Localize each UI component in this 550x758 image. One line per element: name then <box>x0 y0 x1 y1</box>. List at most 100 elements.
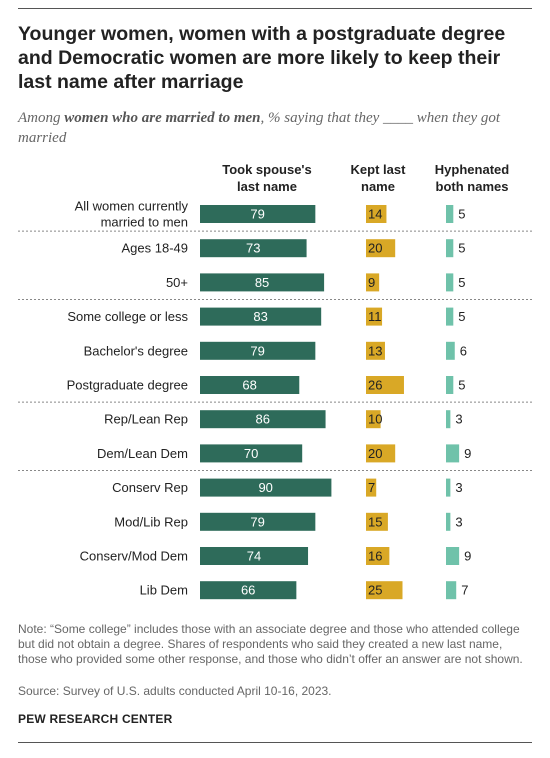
bottom-rule <box>18 742 532 743</box>
column-header-kept-line2: name <box>361 179 395 194</box>
data-label-kept: 26 <box>368 378 382 393</box>
data-label-kept: 20 <box>368 241 382 256</box>
data-label-hyphenated: 5 <box>458 309 465 324</box>
data-label-kept: 15 <box>368 514 382 529</box>
category-label: married to men <box>101 215 188 230</box>
bar-kept <box>366 444 396 463</box>
bar-hyphenated <box>446 307 454 326</box>
category-label: 50+ <box>166 275 188 290</box>
category-label: Mod/Lib Rep <box>114 514 188 529</box>
data-label-took: 73 <box>246 241 260 256</box>
bar-took <box>200 581 297 600</box>
bar-took <box>200 547 309 565</box>
bar-kept <box>366 239 396 258</box>
data-label-hyphenated: 3 <box>455 514 462 529</box>
bar-kept <box>366 341 385 360</box>
data-label-took: 70 <box>244 446 258 461</box>
category-label: All women currently <box>75 199 189 214</box>
bar-kept <box>366 376 404 394</box>
data-label-hyphenated: 3 <box>455 412 462 427</box>
bar-hyphenated <box>446 512 451 531</box>
column-header-hyphenated-line1: Hyphenated <box>434 162 510 177</box>
column-header-hyphenated: Hyphenated both names <box>426 161 518 195</box>
chart-subtitle: Among women who are married to men, % sa… <box>18 108 532 148</box>
chart-title: Younger women, women with a postgraduate… <box>18 23 506 93</box>
data-label-hyphenated: 3 <box>455 480 462 495</box>
bar-took <box>200 410 326 429</box>
bar-took <box>200 376 300 394</box>
data-label-took: 66 <box>241 583 255 598</box>
data-label-took: 86 <box>256 412 270 427</box>
data-label-kept: 9 <box>368 275 375 290</box>
category-label: Some college or less <box>67 309 188 324</box>
bar-took <box>200 341 316 360</box>
data-label-hyphenated: 6 <box>460 343 467 358</box>
category-label: Rep/Lean Rep <box>104 412 188 427</box>
column-header-took: Took spouse's last name <box>200 161 334 195</box>
column-header-hyphenated-line2: both names <box>435 179 509 194</box>
category-label: Lib Dem <box>140 583 188 598</box>
bar-hyphenated <box>446 478 451 497</box>
subtitle-emphasis: women who are married to men <box>64 110 261 126</box>
category-label: Bachelor's degree <box>84 343 188 358</box>
category-label: Ages 18-49 <box>122 241 189 256</box>
data-label-kept: 13 <box>368 343 382 358</box>
data-label-kept: 10 <box>368 412 382 427</box>
bar-took <box>200 444 303 463</box>
bar-kept <box>366 512 388 531</box>
bar-kept <box>366 273 380 292</box>
chart-note: Note: “Some college” includes those with… <box>18 622 523 666</box>
data-label-kept: 25 <box>368 583 382 598</box>
bar-hyphenated <box>446 376 454 394</box>
category-label: Postgraduate degree <box>67 378 188 393</box>
data-label-took: 68 <box>242 378 256 393</box>
chart-source: Source: Survey of U.S. adults conducted … <box>18 684 332 698</box>
bar-kept <box>366 205 387 223</box>
data-label-took: 83 <box>253 309 267 324</box>
data-label-took: 85 <box>255 275 269 290</box>
data-label-hyphenated: 5 <box>458 207 465 222</box>
data-label-took: 74 <box>247 549 261 564</box>
data-label-hyphenated: 9 <box>464 446 471 461</box>
bar-hyphenated <box>446 239 454 258</box>
column-header-kept-line1: Kept last <box>350 162 406 177</box>
column-header-kept: Kept last name <box>340 161 416 195</box>
data-label-hyphenated: 7 <box>461 583 468 598</box>
bar-took <box>200 307 322 326</box>
data-label-took: 79 <box>250 207 264 222</box>
data-label-kept: 14 <box>368 207 382 222</box>
bar-took <box>200 512 316 531</box>
bar-kept <box>366 547 390 565</box>
bar-kept <box>366 410 381 429</box>
top-rule <box>18 8 532 9</box>
bar-hyphenated <box>446 205 454 223</box>
bar-hyphenated <box>446 410 451 429</box>
data-label-kept: 11 <box>368 309 382 324</box>
data-label-kept: 7 <box>368 480 375 495</box>
bar-kept <box>366 307 383 326</box>
bar-took <box>200 205 316 223</box>
category-label: Conserv/Mod Dem <box>80 549 188 564</box>
pew-research-center-logo: PEW RESEARCH CENTER <box>18 712 173 726</box>
bar-kept <box>366 478 377 497</box>
bar-kept <box>366 581 403 600</box>
data-label-hyphenated: 5 <box>458 378 465 393</box>
bar-took <box>200 239 307 258</box>
data-label-took: 79 <box>250 514 264 529</box>
data-label-took: 79 <box>250 343 264 358</box>
data-label-kept: 16 <box>368 549 382 564</box>
data-label-hyphenated: 5 <box>458 241 465 256</box>
category-label: Dem/Lean Dem <box>97 446 188 461</box>
subtitle-pre: Among <box>18 110 65 126</box>
bar-hyphenated <box>446 547 460 565</box>
bar-hyphenated <box>446 581 457 600</box>
data-label-hyphenated: 5 <box>458 275 465 290</box>
column-header-took-line2: last name <box>237 179 297 194</box>
data-label-kept: 20 <box>368 446 382 461</box>
bar-hyphenated <box>446 444 460 463</box>
subtitle-post: , % saying that they ____ when they got … <box>18 110 501 146</box>
bar-took <box>200 478 332 497</box>
bar-took <box>200 273 325 292</box>
category-label: Conserv Rep <box>112 480 188 495</box>
